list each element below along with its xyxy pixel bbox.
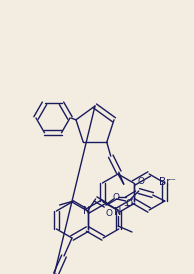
Text: O: O xyxy=(105,209,112,218)
Text: Br⁻: Br⁻ xyxy=(159,177,177,187)
Text: +: + xyxy=(123,201,129,210)
Text: O: O xyxy=(125,198,132,207)
Text: O: O xyxy=(112,193,119,201)
Text: N: N xyxy=(114,207,122,217)
Text: N: N xyxy=(83,206,90,216)
Text: O: O xyxy=(137,178,144,187)
